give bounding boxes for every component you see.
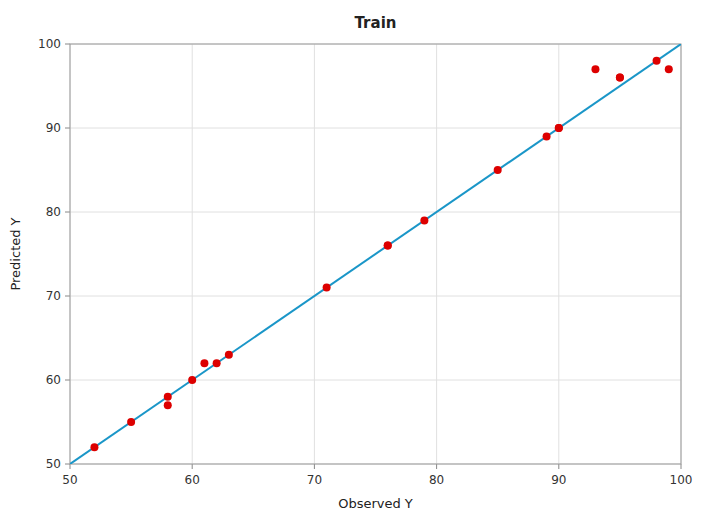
scatter-point: [555, 124, 563, 132]
tick-mark: [65, 212, 70, 213]
chart: 50 60 70 80 90 100 50 60 70 80 90 100 Train Observed …: [0, 0, 709, 522]
tick-mark: [70, 464, 71, 469]
tick-label: 70: [46, 289, 61, 303]
grid-line: [436, 44, 437, 464]
scatter-point: [616, 74, 624, 82]
scatter-point: [555, 124, 563, 132]
scatter-point: [127, 418, 135, 426]
scatter-point: [90, 443, 98, 451]
scatter-point: [591, 65, 599, 73]
scatter-point: [665, 65, 673, 73]
plot-area: [70, 44, 681, 464]
scatter-point: [164, 401, 172, 409]
tick-mark: [65, 296, 70, 297]
grid-line: [314, 44, 315, 464]
tick-mark: [558, 464, 559, 469]
grid-line: [70, 380, 681, 381]
tick-label: 70: [307, 473, 322, 487]
tick-mark: [65, 380, 70, 381]
axes: 50 60 70 80 90 100 50 60 70 80 90 100: [38, 37, 692, 487]
tick-label: 100: [670, 473, 693, 487]
scatter-point: [543, 132, 551, 140]
scatter-point: [200, 359, 208, 367]
scatter-point: [164, 393, 172, 401]
title: Train: [355, 14, 397, 32]
scatter-point: [420, 216, 428, 224]
tick-mark: [436, 464, 437, 469]
scatter-point: [225, 351, 233, 359]
plot-frame: [70, 44, 681, 464]
grid: [70, 44, 681, 464]
tick-label: 80: [429, 473, 444, 487]
grid-line: [70, 296, 681, 297]
scatter-point: [323, 284, 331, 292]
fit-line: [70, 44, 681, 464]
tick-mark: [314, 464, 315, 469]
scatter-point: [384, 242, 392, 250]
tick-label: 50: [46, 457, 61, 471]
tick-label: 90: [46, 121, 61, 135]
tick-mark: [65, 464, 70, 465]
scatter-point: [616, 74, 624, 82]
tick-mark: [65, 44, 70, 45]
scatter-point: [188, 376, 196, 384]
tick-label: 60: [185, 473, 200, 487]
grid-line: [192, 44, 193, 464]
tick-label: 100: [38, 37, 61, 51]
tick-mark: [65, 128, 70, 129]
marks: [70, 44, 681, 464]
tick-label: 50: [62, 473, 77, 487]
scatter-point: [384, 242, 392, 250]
grid-line: [558, 44, 559, 464]
tick-label: 90: [551, 473, 566, 487]
tick-mark: [192, 464, 193, 469]
tick-label: 60: [46, 373, 61, 387]
tick-mark: [681, 464, 682, 469]
scatter-point: [494, 166, 502, 174]
y-axis-label: Predicted Y: [8, 217, 23, 290]
scatter-point: [653, 57, 661, 65]
scatter-point: [213, 359, 221, 367]
x-axis-label: Observed Y: [338, 496, 413, 511]
grid-line: [70, 212, 681, 213]
grid-line: [70, 128, 681, 129]
tick-label: 80: [46, 205, 61, 219]
